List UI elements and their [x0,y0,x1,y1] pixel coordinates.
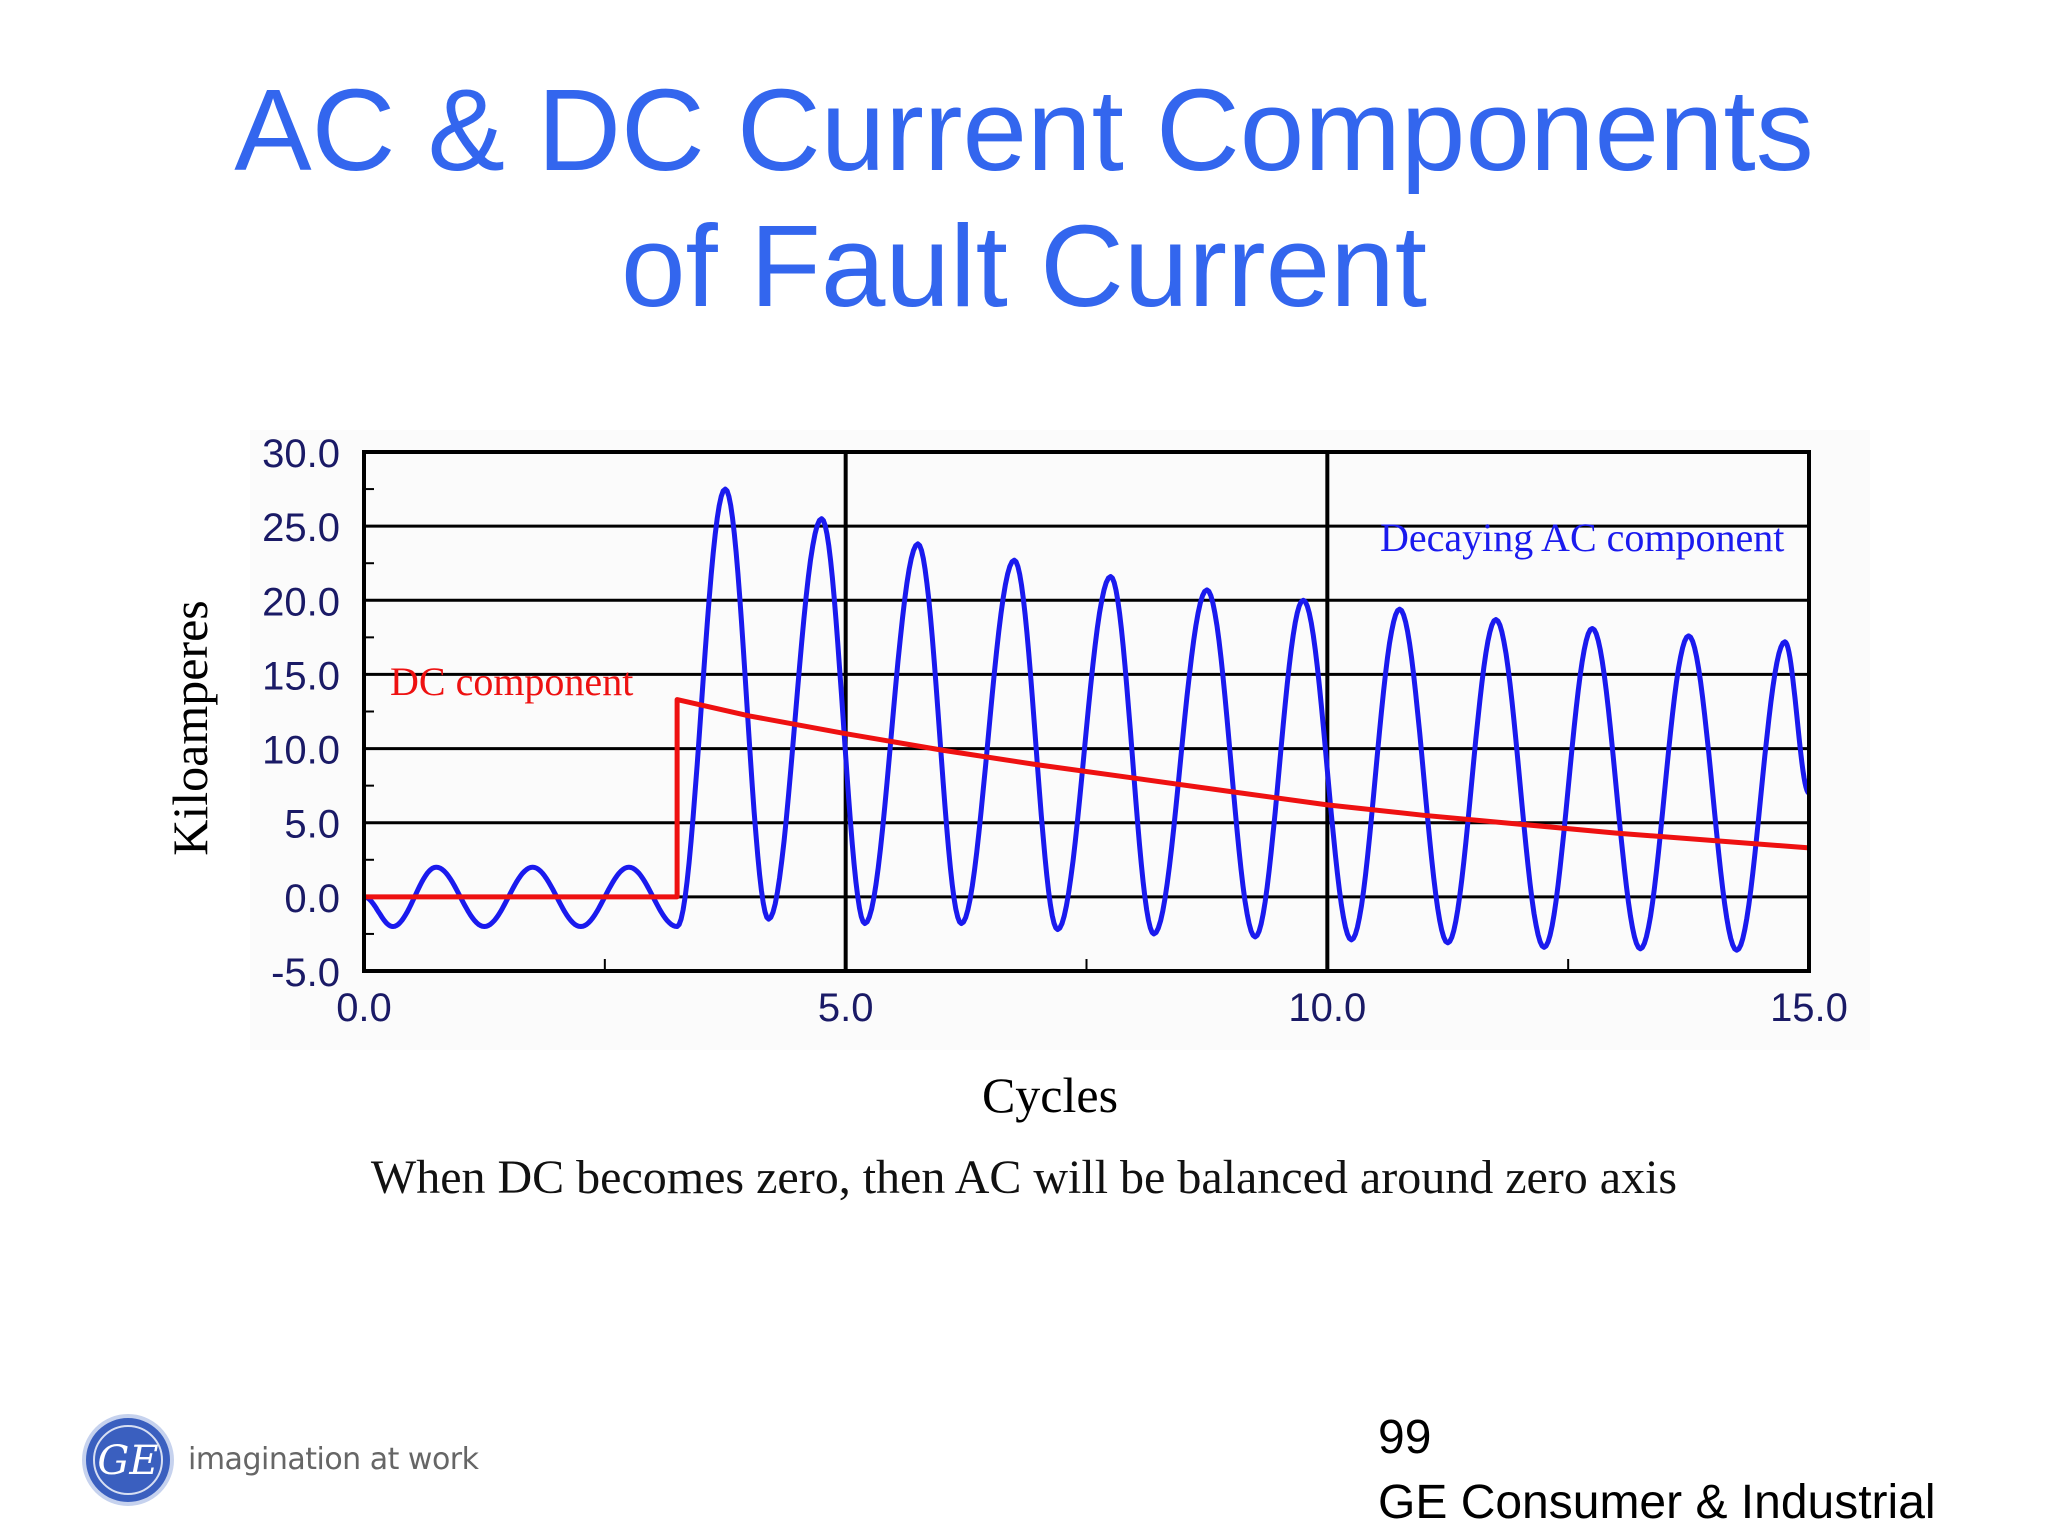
y-tick-label: 10.0 [262,729,340,773]
plot-area-background [250,430,1870,1050]
y-tick-label: 0.0 [284,877,340,921]
ge-logo: GE [82,1414,174,1506]
x-tick-label: 10.0 [1288,986,1366,1030]
slide-title: AC & DC Current Components of Fault Curr… [0,62,2048,334]
x-tick-label: 0.0 [336,986,392,1030]
chart-caption: When DC becomes zero, then AC will be ba… [370,1151,1678,1204]
page-number: 99 [1378,1411,1432,1464]
y-axis-label: Kiloamperes [162,600,218,855]
dc-series-line [364,697,1810,900]
title-line-2: of Fault Current [621,201,1427,331]
x-axis-label: Cycles [982,1067,1118,1123]
plot-frame [362,450,1811,973]
tagline: imagination at work [188,1442,479,1477]
ac-component-annotation: Decaying AC component [1380,515,1784,560]
title-line-1: AC & DC Current Components [234,65,1814,195]
y-tick-label: 25.0 [262,506,340,550]
y-tick-label: -5.0 [271,951,340,995]
ge-logo-text: GE [97,1438,158,1484]
footer-company: GE Consumer & Industrial [1378,1476,1936,1529]
ac-series-line [362,486,1811,953]
y-tick-label: 20.0 [262,580,340,624]
tick-labels: 30.025.020.015.010.05.00.0-5.00.0 5.0 10.0… [262,432,1848,1030]
x-tick-label: 15.0 [1770,986,1848,1030]
y-tick-label: 5.0 [284,803,340,847]
series-layer [362,486,1811,953]
y-tick-label: 30.0 [262,432,340,476]
y-tick-label: 15.0 [262,654,340,698]
axes [362,450,1811,973]
dc-component-annotation: DC component [390,659,633,704]
x-tick-label: 5.0 [818,986,874,1030]
